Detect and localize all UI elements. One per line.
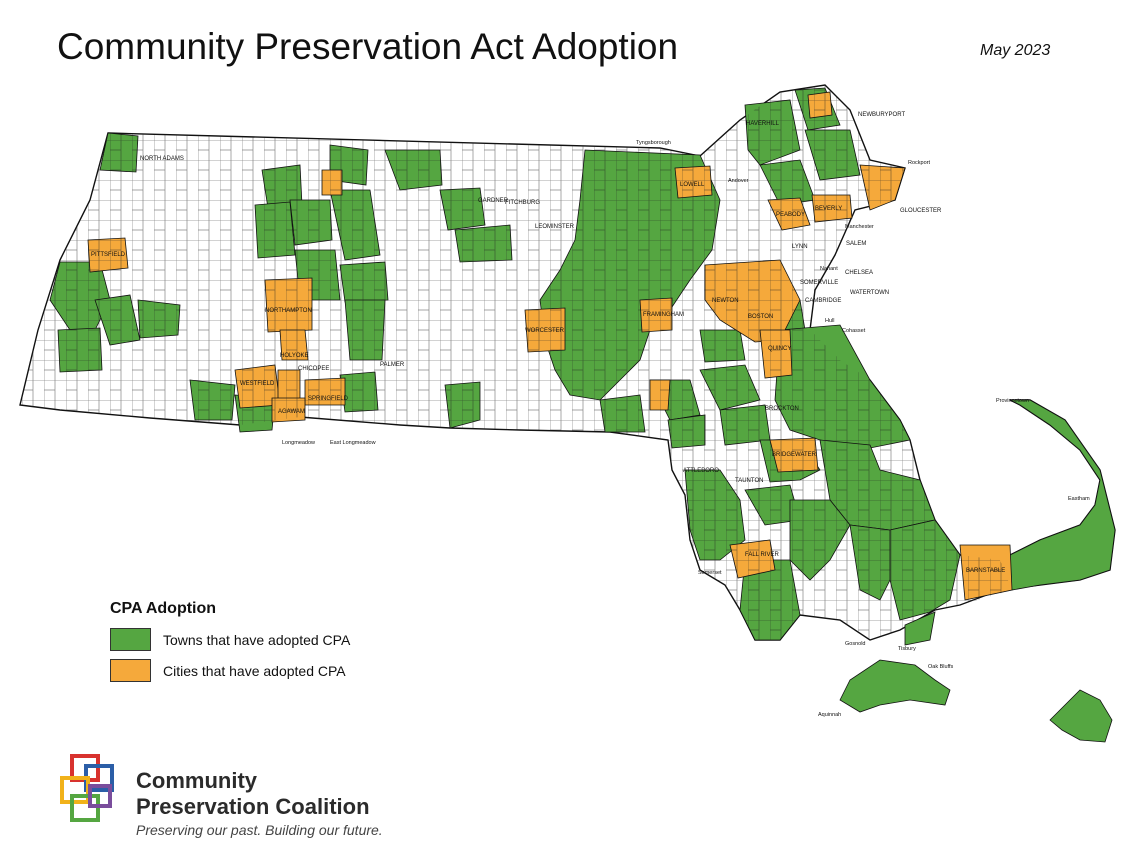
- label-beverly: BEVERLY: [815, 206, 842, 212]
- label-peabody: PEABODY: [776, 212, 805, 218]
- label-andover: Andover: [728, 178, 749, 184]
- label-gloucester: GLOUCESTER: [900, 208, 942, 214]
- label-nahant: Nahant: [820, 266, 838, 272]
- label-hull: Hull: [825, 318, 834, 324]
- label-barnstable: BARNSTABLE: [966, 568, 1005, 574]
- label-pittsfield: PITTSFIELD: [91, 252, 126, 258]
- label-newburyport: NEWBURYPORT: [858, 112, 905, 118]
- legend-swatch-cities: [110, 659, 151, 682]
- label-longmeadow: Longmeadow: [282, 440, 315, 446]
- label-framingham: FRAMINGHAM: [643, 312, 684, 318]
- label-salem: SALEM: [846, 241, 866, 247]
- label-brockton: BROCKTON: [765, 406, 799, 412]
- label-north-adams: NORTH ADAMS: [140, 156, 184, 162]
- label-gosnold: Gosnold: [845, 641, 866, 647]
- cpc-logo: Community Preservation Coalition Preserv…: [58, 752, 388, 842]
- label-manchester: Manchester: [845, 224, 874, 230]
- label-newton: NEWTON: [712, 298, 739, 304]
- label-taunton: TAUNTON: [735, 478, 763, 484]
- label-fitchburg: FITCHBURG: [505, 200, 540, 206]
- cpc-logo-mark-icon: [60, 754, 114, 822]
- label-gardner: GARDNER: [478, 198, 509, 204]
- legend-label-towns: Towns that have adopted CPA: [163, 631, 351, 648]
- label-somerville: SOMERVILLE: [800, 280, 838, 286]
- label-lowell: LOWELL: [680, 182, 705, 188]
- label-palmer: PALMER: [380, 362, 405, 368]
- label-haverhill: HAVERHILL: [746, 121, 780, 127]
- label-holyoke: HOLYOKE: [280, 353, 309, 359]
- label-tyngsborough: Tyngsborough: [636, 140, 671, 146]
- legend-title: CPA Adoption: [110, 600, 217, 617]
- label-attleboro: ATTLEBORO: [683, 468, 719, 474]
- label-watertown: WATERTOWN: [850, 290, 889, 296]
- legend-swatch-towns: [110, 628, 151, 651]
- map-legend: CPA Adoption Towns that have adopted CPA…: [110, 600, 350, 690]
- label-boston: BOSTON: [748, 314, 773, 320]
- cpc-logo-name-line2: Preservation Coalition: [136, 794, 370, 819]
- label-fall-river: FALL RIVER: [745, 552, 779, 558]
- label-leominster: LEOMINSTER: [535, 224, 575, 230]
- map-date: May 2023: [980, 42, 1051, 59]
- label-lynn: LYNN: [792, 244, 808, 250]
- cpc-logo-tagline: Preserving our past. Building our future…: [136, 822, 383, 838]
- legend-item-cities: Cities that have adopted CPA: [110, 659, 350, 682]
- label-chelsea: CHELSEA: [845, 270, 873, 276]
- label-eastham: Eastham: [1068, 496, 1090, 502]
- label-chicopee: CHICOPEE: [298, 366, 329, 372]
- label-northampton: NORTHAMPTON: [265, 308, 312, 314]
- label-cambridge: CAMBRIDGE: [805, 298, 841, 304]
- label-agawam: AGAWAM: [278, 409, 305, 415]
- map-labels: NEWBURYPORT GLOUCESTER Manchester SALEM …: [91, 112, 1090, 718]
- label-worcester: WORCESTER: [525, 328, 565, 334]
- legend-item-towns: Towns that have adopted CPA: [110, 628, 350, 651]
- cpc-logo-name-line1: Community: [136, 768, 257, 793]
- label-provincetown: Provincetown: [996, 398, 1029, 404]
- page-title: Community Preservation Act Adoption: [57, 26, 679, 67]
- label-tisbury: Tisbury: [898, 646, 916, 652]
- label-somerset: Somerset: [698, 570, 722, 576]
- label-bridgewater: BRIDGEWATER: [772, 452, 817, 458]
- label-cohasset: Cohasset: [842, 328, 866, 334]
- label-springfield: SPRINGFIELD: [308, 396, 349, 402]
- label-westfield: WESTFIELD: [240, 381, 275, 387]
- cpc-logo-name: Community Preservation Coalition: [136, 768, 370, 820]
- label-east-longmeadow: East Longmeadow: [330, 440, 376, 446]
- label-quincy: QUINCY: [768, 346, 791, 352]
- label-oak-bluffs: Oak Bluffs: [928, 664, 954, 670]
- town-boundaries: [20, 85, 1012, 640]
- label-aquinnah: Aquinnah: [818, 712, 841, 718]
- legend-label-cities: Cities that have adopted CPA: [163, 662, 346, 679]
- label-rockport: Rockport: [908, 160, 930, 166]
